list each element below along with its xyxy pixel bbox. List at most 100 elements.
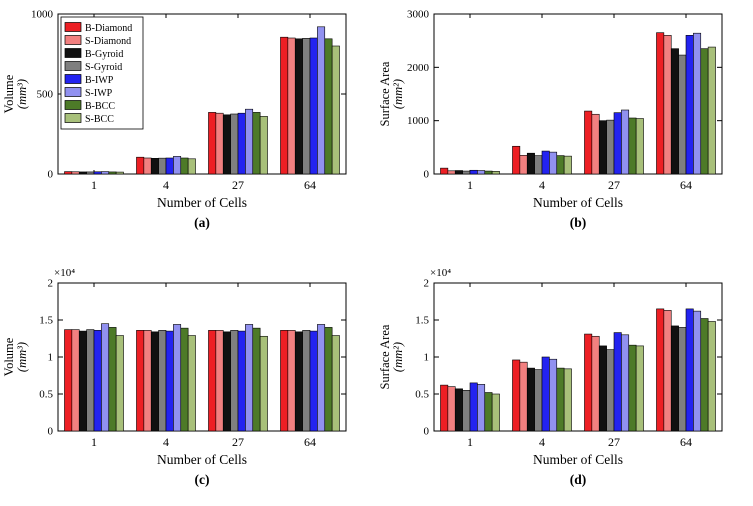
bar-B-Gyroid-4 [526,367,535,432]
y-axis-label: Surface Area [378,61,392,126]
bar-S-IWP-1 [101,323,110,432]
bar-B-BCC-1 [108,171,117,175]
bar-S-BCC-4 [563,368,572,432]
y-tick-label: 1.5 [39,315,53,327]
y-tick-label: 0 [48,426,54,438]
bar-S-BCC-4 [187,335,196,432]
bar-B-Gyroid-64 [294,38,303,175]
chart-d: 0 0.5 1 1.5 2 ×10⁴ 1 4 27 64 Surface Area (mm²) Numb… [376,253,753,506]
bar-B-Diamond-1 [64,329,73,432]
bar-B-IWP-64 [309,330,318,432]
legend-swatch-B-Gyroid [64,48,82,58]
x-tick-label: 27 [232,435,244,449]
y-tick-label: 0.5 [39,389,53,401]
bar-B-BCC-4 [556,155,565,175]
bar-B-BCC-64 [700,48,709,175]
bar-S-BCC-64 [331,335,340,432]
bar-B-Diamond-64 [280,330,289,432]
bar-B-IWP-1 [469,169,478,175]
bar-S-IWP-27 [245,324,254,432]
bar-S-IWP-27 [245,108,254,175]
bar-S-IWP-1 [101,171,110,175]
bar-S-IWP-27 [621,109,630,175]
bar-B-Diamond-4 [136,330,145,432]
bar-S-Gyroid-27 [230,113,239,175]
y-axis-label: Surface Area [378,324,392,389]
bar-B-Gyroid-1 [78,171,87,175]
bar-S-BCC-27 [259,335,268,432]
bar-B-IWP-1 [93,330,102,432]
bar-S-Gyroid-27 [230,330,239,432]
legend-box [60,16,144,130]
x-tick-label: 4 [163,178,169,192]
bar-S-Diamond-1 [71,329,80,432]
bar-S-Diamond-64 [287,330,296,432]
bar-B-BCC-4 [180,327,189,432]
bar-S-Diamond-64 [663,35,672,175]
bar-S-IWP-64 [317,324,326,432]
bar-B-IWP-64 [685,308,694,432]
legend-label-S-BCC: S-BCC [85,114,114,125]
bar-S-Diamond-1 [447,386,456,432]
y-tick-label: 1000 [407,115,430,127]
y-tick-label: 2000 [407,62,430,74]
y-tick-label: 1.5 [415,315,429,327]
bar-B-IWP-4 [165,157,174,175]
bar-S-Diamond-1 [71,171,80,175]
x-axis-label: Number of Cells [157,195,247,210]
bar-B-Gyroid-64 [670,325,679,432]
y-tick-label: 0 [424,426,430,438]
legend-swatch-B-IWP [64,74,82,84]
bar-B-Gyroid-1 [454,170,463,175]
bar-B-Diamond-64 [656,32,665,175]
x-tick-label: 27 [232,178,244,192]
x-tick-label: 4 [539,178,545,192]
bar-S-IWP-4 [549,358,558,432]
legend-swatch-S-BCC [64,113,82,123]
chart-d-canvas: 0 0.5 1 1.5 2×10⁴ 1 4 27 64 Surface Area (mm²) Numb… [378,267,723,487]
bar-S-Gyroid-1 [462,390,471,432]
bar-S-Diamond-64 [663,310,672,432]
x-tick-label: 1 [91,435,97,449]
bar-B-Gyroid-4 [150,331,159,432]
bar-B-Diamond-64 [656,308,665,432]
bar-B-BCC-64 [700,318,709,432]
x-tick-label: 1 [467,435,473,449]
bar-S-Diamond-27 [215,112,224,175]
bar-B-Gyroid-27 [598,120,607,175]
x-tick-label: 27 [608,178,620,192]
legend-label-S-IWP: S-IWP [85,88,113,99]
x-tick-label: 4 [539,435,545,449]
y-axis-label: Volume [2,337,16,376]
bar-B-Gyroid-27 [598,345,607,432]
legend-swatch-S-Diamond [64,35,82,45]
chart-b: 0 1000 2000 3000 1 4 27 64 Surface Area (mm²) Numb… [376,0,753,253]
bar-B-BCC-1 [484,392,493,432]
y-tick-label: 0.5 [415,389,429,401]
x-axis-label: Number of Cells [157,452,247,467]
bar-S-IWP-64 [693,32,702,175]
legend-label-B-Gyroid: B-Gyroid [85,49,123,60]
bar-S-IWP-4 [549,151,558,175]
bar-S-IWP-1 [477,170,486,175]
bar-B-IWP-27 [237,112,246,175]
x-tick-label: 64 [304,435,316,449]
bar-B-Gyroid-27 [222,114,231,175]
legend-swatch-B-BCC [64,100,82,110]
bar-B-IWP-64 [309,37,318,175]
bar-S-IWP-64 [317,26,326,175]
legend-swatch-S-Gyroid [64,61,82,71]
bar-S-IWP-1 [477,384,486,432]
bar-S-Gyroid-1 [86,329,95,432]
bar-B-Diamond-4 [512,359,521,432]
bar-S-BCC-64 [707,321,716,432]
x-axis-label: Number of Cells [533,195,623,210]
bar-S-Diamond-27 [591,113,600,175]
bar-S-Gyroid-4 [534,155,543,175]
bar-B-IWP-27 [237,330,246,432]
bar-S-Diamond-1 [447,170,456,175]
bar-B-BCC-64 [324,38,333,175]
bar-B-Diamond-4 [512,145,521,175]
subplot-caption: (b) [570,215,587,230]
